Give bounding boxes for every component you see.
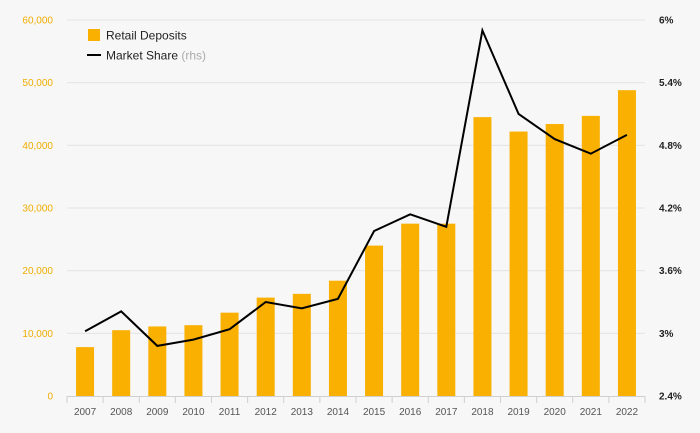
right-tick-label: 5.4% — [659, 78, 682, 89]
x-tick-label: 2017 — [435, 407, 458, 418]
bar-2019 — [509, 131, 528, 396]
right-axis-ticks: 2.4% 3% 3.6% 4.2% 4.8% 5.4% 6% — [659, 16, 682, 403]
x-tick-label: 2011 — [219, 407, 241, 418]
x-tick-label: 2009 — [146, 407, 169, 418]
right-tick-label: 3.6% — [659, 266, 682, 277]
right-tick-label: 6% — [659, 16, 674, 27]
legend-market-share-suffix: (rhs) — [181, 49, 206, 63]
legend-label-market-share: Market Share (rhs) — [106, 49, 206, 63]
bar-2007 — [76, 347, 95, 396]
left-tick-label: 30,000 — [22, 204, 53, 215]
left-tick-label: 20,000 — [22, 266, 53, 277]
bar-2012 — [256, 297, 275, 396]
x-tick-label: 2010 — [182, 407, 205, 418]
bar-2022 — [617, 90, 636, 396]
x-tick-label: 2021 — [580, 407, 603, 418]
x-axis-ticks: 2007 2008 2009 2010 2011 2012 2013 2014 2015 2016… — [74, 407, 639, 418]
bar-2011 — [220, 312, 239, 396]
left-axis-ticks: 0 10,000 20,000 30,000 40,000 50,000 60,000 — [22, 16, 53, 403]
market-share-line — [84, 26, 628, 347]
bar-series — [76, 90, 636, 396]
right-tick-label: 2.4% — [659, 392, 682, 403]
x-tick-label: 2019 — [507, 407, 530, 418]
bar-2017 — [437, 223, 456, 396]
bar-2015 — [365, 245, 384, 396]
x-tick-label: 2014 — [327, 407, 350, 418]
x-tick-label: 2015 — [363, 407, 386, 418]
right-tick-label: 3% — [659, 329, 674, 340]
x-tick-label: 2008 — [110, 407, 133, 418]
x-tick-label: 2016 — [399, 407, 422, 418]
legend-swatch-retail-deposits — [88, 29, 100, 41]
left-tick-label: 10,000 — [22, 329, 53, 340]
bar-2010 — [184, 325, 203, 396]
bar-2020 — [545, 124, 564, 396]
axes — [66, 396, 646, 403]
x-tick-label: 2020 — [544, 407, 567, 418]
x-tick-label: 2013 — [291, 407, 314, 418]
bar-2016 — [401, 223, 420, 396]
left-tick-label: 40,000 — [22, 141, 53, 152]
line-series — [84, 26, 628, 347]
bar-2018 — [473, 117, 492, 396]
left-tick-label: 60,000 — [22, 16, 53, 27]
x-tick-label: 2007 — [74, 407, 97, 418]
x-tick-label: 2012 — [255, 407, 278, 418]
bar-2021 — [581, 115, 600, 396]
bar-2008 — [112, 330, 131, 396]
left-tick-label: 0 — [47, 392, 53, 403]
left-tick-label: 50,000 — [22, 78, 53, 89]
x-tick-label: 2022 — [616, 407, 639, 418]
legend: Retail Deposits Market Share (rhs) — [87, 29, 206, 63]
x-tick-label: 2018 — [471, 407, 494, 418]
right-tick-label: 4.2% — [659, 204, 682, 215]
right-tick-label: 4.8% — [659, 141, 682, 152]
bar-2013 — [292, 293, 311, 396]
legend-market-share-name: Market Share — [106, 49, 178, 63]
bar-2009 — [148, 326, 167, 396]
legend-label-retail-deposits: Retail Deposits — [106, 29, 187, 43]
bar-2014 — [328, 280, 347, 396]
